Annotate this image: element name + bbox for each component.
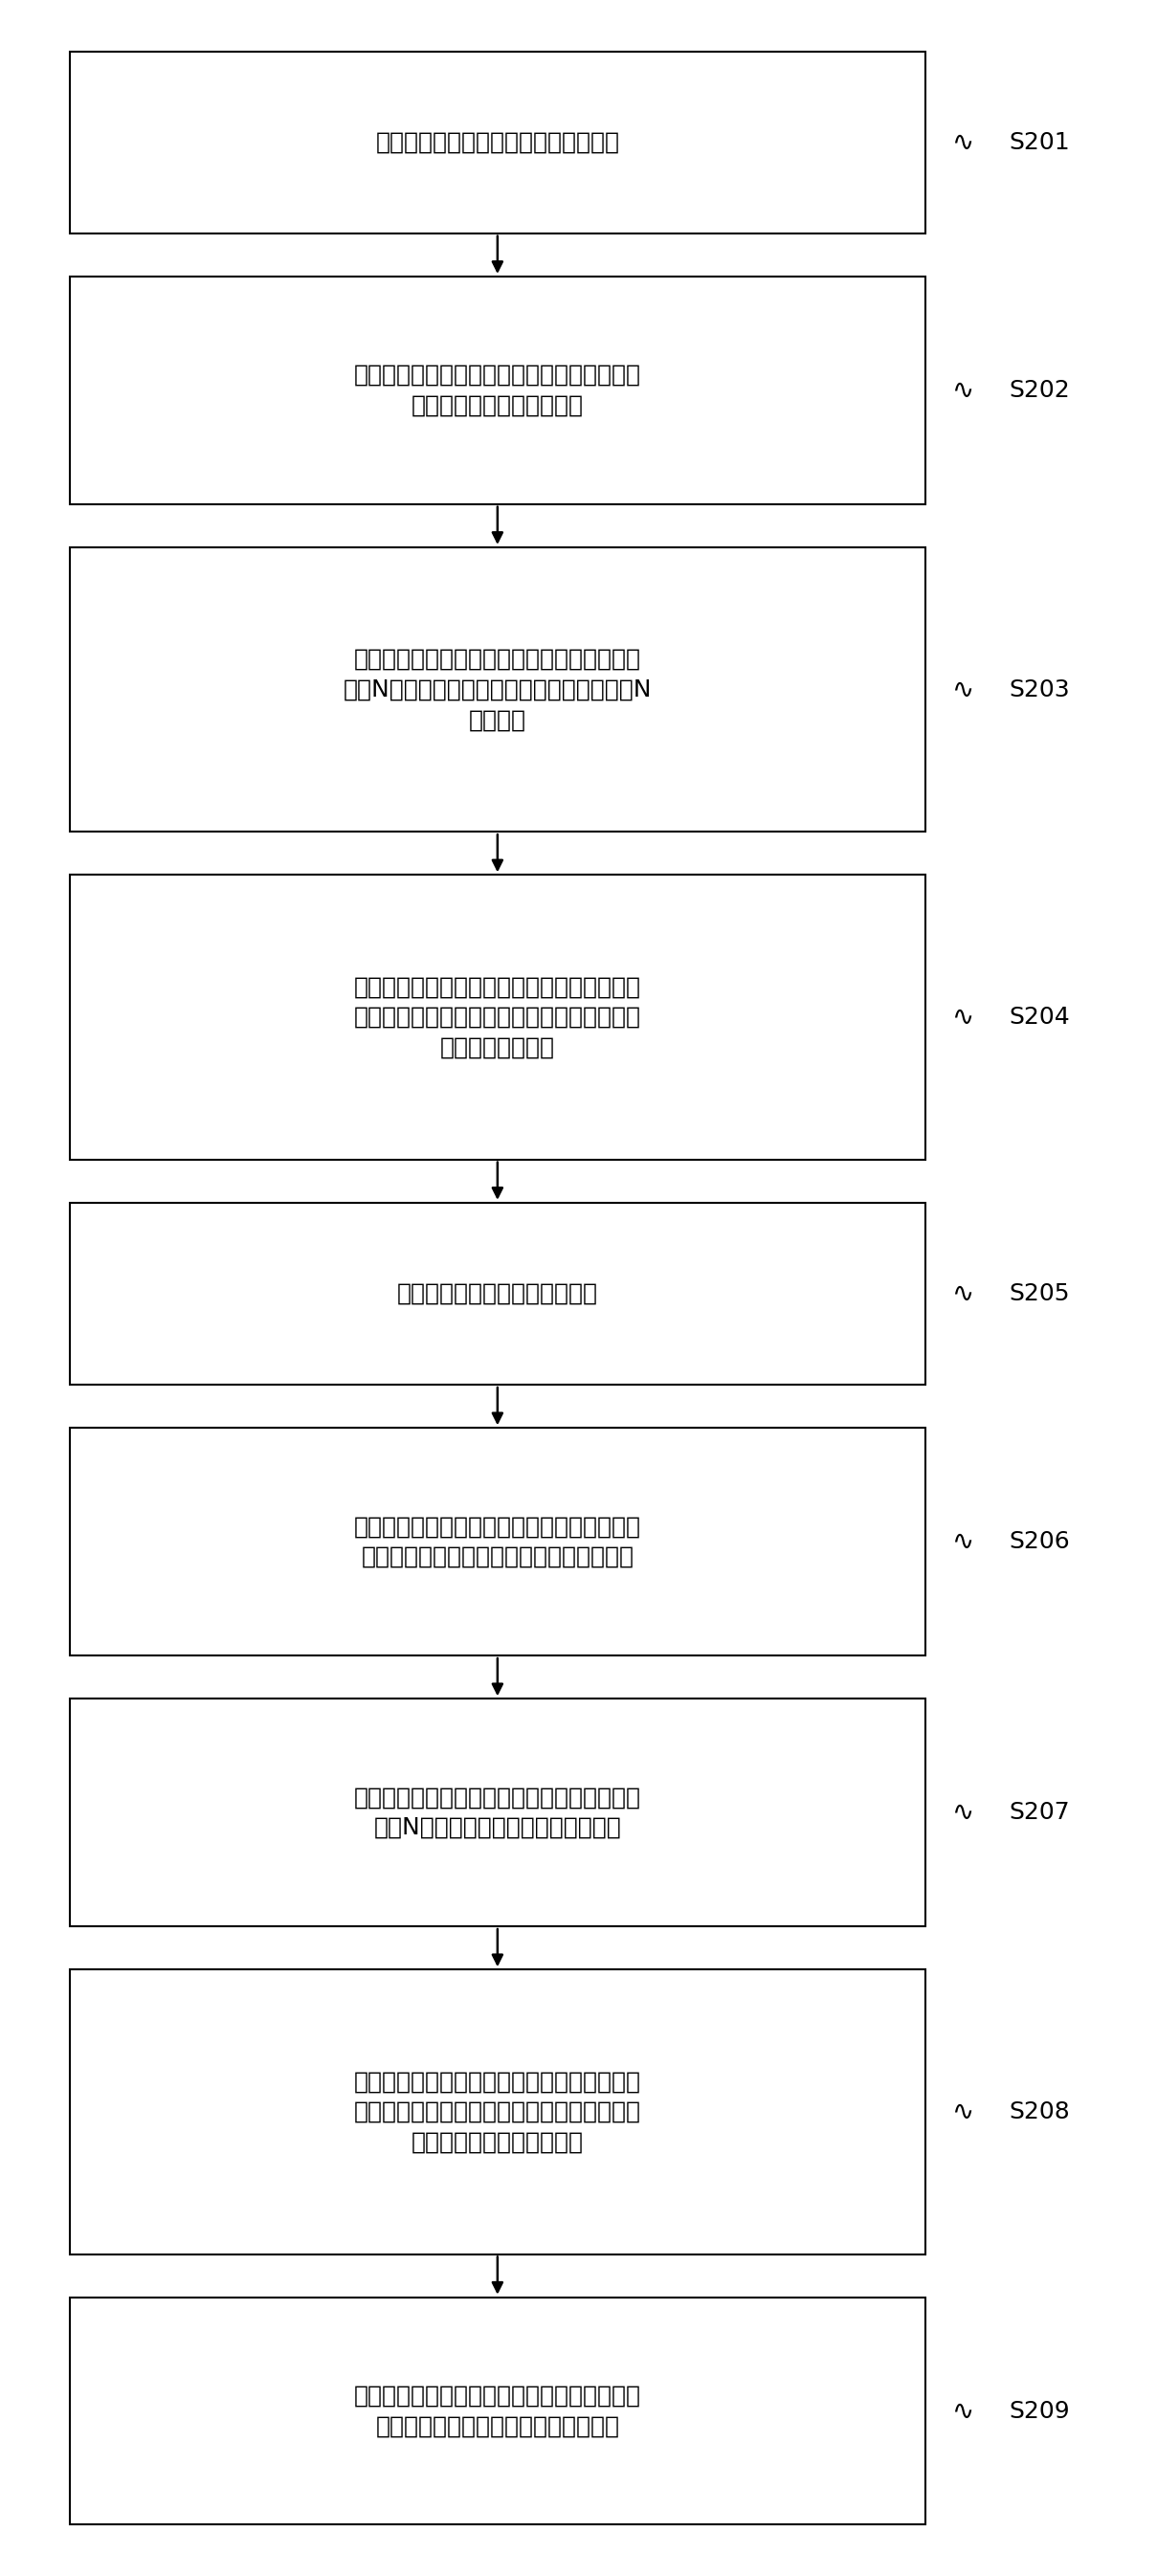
Text: ∿: ∿ bbox=[951, 1280, 974, 1306]
Text: ∿: ∿ bbox=[951, 376, 974, 404]
Text: S203: S203 bbox=[1009, 677, 1070, 701]
Bar bbox=[69, 876, 926, 1159]
Bar bbox=[69, 1427, 926, 1656]
Text: 所述终端设备获取第二配置信息: 所述终端设备获取第二配置信息 bbox=[397, 1283, 598, 1306]
Text: 所述终端设备选取第一测量报告中信号强度最
强的N个回落小区形成第一备选小区集，其中N
为正整数: 所述终端设备选取第一测量报告中信号强度最 强的N个回落小区形成第一备选小区集，其… bbox=[344, 647, 651, 732]
Text: S202: S202 bbox=[1009, 379, 1070, 402]
Text: 所述终端设备根据第二备选小区集中各回落小
区的频点信息回落到其对应的回落小区: 所述终端设备根据第二备选小区集中各回落小 区的频点信息回落到其对应的回落小区 bbox=[354, 2385, 641, 2437]
Text: ∿: ∿ bbox=[951, 1005, 974, 1030]
Text: S205: S205 bbox=[1009, 1283, 1070, 1306]
Text: ∿: ∿ bbox=[951, 2099, 974, 2125]
Bar bbox=[69, 276, 926, 505]
Text: 终端设备获取回落小区的第一配置信息: 终端设备获取回落小区的第一配置信息 bbox=[376, 131, 619, 155]
Text: 所述终端设备进行小区重选后，向基站发送获
取第二配置信息的请求，以使基站第二配置信
息至所述终端设备: 所述终端设备进行小区重选后，向基站发送获 取第二配置信息的请求，以使基站第二配置… bbox=[354, 976, 641, 1059]
Text: S204: S204 bbox=[1009, 1005, 1070, 1028]
Bar bbox=[69, 52, 926, 234]
Text: 所述终端设备根据所述回落小区的第二配置信
息进行频点信息的测量并生成第二测量报告: 所述终端设备根据所述回落小区的第二配置信 息进行频点信息的测量并生成第二测量报告 bbox=[354, 1515, 641, 1569]
Text: S209: S209 bbox=[1009, 2398, 1070, 2421]
Bar bbox=[69, 1971, 926, 2254]
Text: S206: S206 bbox=[1009, 1530, 1070, 1553]
Text: S208: S208 bbox=[1009, 2099, 1070, 2123]
Text: ∿: ∿ bbox=[951, 675, 974, 703]
Bar bbox=[69, 2298, 926, 2524]
Text: ∿: ∿ bbox=[951, 129, 974, 155]
Text: S207: S207 bbox=[1009, 1801, 1070, 1824]
Text: 所述终端设备根据第一配置信息进行频点信息
的测量并生成第一测量报告: 所述终端设备根据第一配置信息进行频点信息 的测量并生成第一测量报告 bbox=[354, 363, 641, 417]
Bar bbox=[69, 1698, 926, 1927]
Text: ∿: ∿ bbox=[951, 1528, 974, 1556]
Bar bbox=[69, 546, 926, 832]
Text: ∿: ∿ bbox=[951, 1798, 974, 1826]
Text: S201: S201 bbox=[1009, 131, 1070, 155]
Text: ∿: ∿ bbox=[951, 2398, 974, 2424]
Bar bbox=[69, 1203, 926, 1386]
Text: 所述终端设备使用第二备选小区集中各回落小
区的频点信息替换之前保存的各第一备选小区
集的各回落小区的频点信息: 所述终端设备使用第二备选小区集中各回落小 区的频点信息替换之前保存的各第一备选小… bbox=[354, 2071, 641, 2154]
Text: 所述终端设备选取第二测量报告中信号强度最
强的N个回落小区形成第二备选小区集: 所述终端设备选取第二测量报告中信号强度最 强的N个回落小区形成第二备选小区集 bbox=[354, 1785, 641, 1839]
